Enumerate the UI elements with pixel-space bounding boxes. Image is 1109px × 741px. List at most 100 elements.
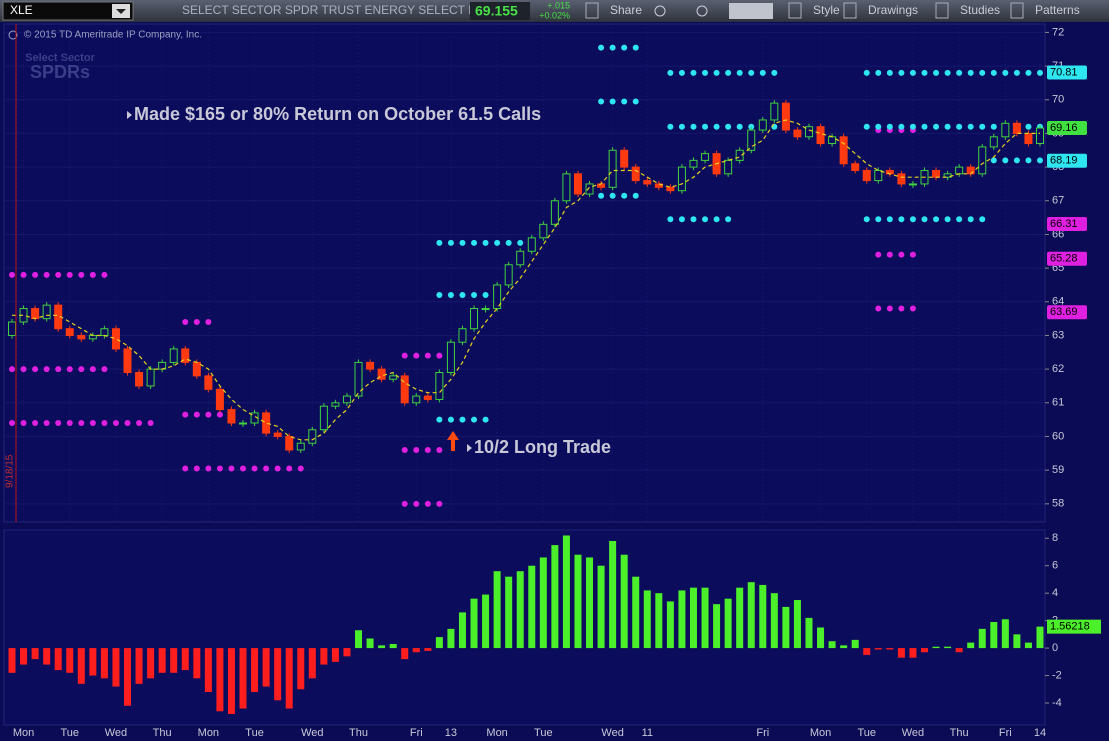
dropdown-arrow bbox=[116, 9, 126, 14]
level-dot bbox=[32, 366, 39, 373]
level-dot bbox=[447, 292, 454, 299]
candle bbox=[42, 304, 51, 320]
y-tick-label: 63 bbox=[1052, 329, 1064, 341]
level-dot bbox=[933, 216, 940, 223]
level-dot bbox=[886, 216, 893, 223]
candle bbox=[227, 409, 236, 424]
histogram-bar bbox=[840, 645, 848, 649]
toolbar-button[interactable] bbox=[1010, 2, 1024, 19]
level-dot bbox=[967, 216, 974, 223]
level-dot bbox=[678, 123, 685, 130]
candle bbox=[285, 435, 294, 451]
level-dot bbox=[898, 251, 905, 258]
candle bbox=[839, 136, 848, 165]
level-dot bbox=[78, 366, 85, 373]
candle bbox=[978, 146, 987, 175]
candle bbox=[319, 405, 328, 431]
level-dot bbox=[43, 271, 50, 278]
level-dot bbox=[909, 123, 916, 130]
candle bbox=[146, 368, 155, 387]
level-dot bbox=[66, 271, 73, 278]
level-dot bbox=[909, 305, 916, 312]
level-dot bbox=[1013, 157, 1020, 164]
level-dot bbox=[251, 465, 258, 472]
last-box bbox=[470, 2, 530, 20]
histogram-bar bbox=[285, 648, 293, 709]
toolbar-button-label: Patterns bbox=[1035, 3, 1080, 17]
histogram-bar bbox=[678, 590, 686, 649]
level-dot bbox=[101, 420, 108, 427]
level-dot bbox=[459, 292, 466, 299]
level-dot bbox=[990, 157, 997, 164]
histogram-bar bbox=[170, 648, 178, 673]
x-tick-label: Mon bbox=[13, 727, 34, 739]
level-dot bbox=[401, 500, 408, 507]
histogram-bar bbox=[643, 590, 651, 649]
price-tag-label: 66.31 bbox=[1050, 218, 1078, 230]
toolbar-button[interactable] bbox=[788, 2, 802, 19]
oscillator-panel: -4-2024681.56218 bbox=[3, 529, 1101, 726]
level-dot bbox=[1002, 69, 1009, 76]
histogram-bar bbox=[1013, 634, 1021, 649]
histogram-bar bbox=[759, 584, 767, 649]
level-dot bbox=[632, 44, 639, 51]
y-tick-label: -2 bbox=[1052, 669, 1062, 681]
level-dot bbox=[436, 292, 443, 299]
level-dot bbox=[967, 69, 974, 76]
x-tick-label: Thu bbox=[950, 727, 969, 739]
toolbar-icon[interactable] bbox=[654, 5, 666, 17]
candle bbox=[966, 166, 975, 175]
level-dot bbox=[863, 216, 870, 223]
histogram-bar bbox=[31, 648, 39, 660]
level-dot bbox=[667, 69, 674, 76]
candle bbox=[273, 432, 282, 437]
histogram-bar bbox=[955, 648, 963, 653]
histogram-bar bbox=[597, 565, 605, 649]
candle bbox=[100, 328, 109, 336]
level-dot bbox=[101, 366, 108, 373]
symbol-box[interactable] bbox=[2, 1, 134, 21]
level-dot bbox=[632, 98, 639, 105]
histogram-bar bbox=[424, 648, 432, 651]
candle bbox=[516, 250, 525, 266]
candle bbox=[481, 308, 490, 311]
histogram-bar bbox=[632, 576, 640, 649]
level-dot bbox=[66, 366, 73, 373]
level-dot bbox=[1025, 157, 1032, 164]
candle bbox=[458, 328, 467, 343]
level-dot bbox=[898, 123, 905, 130]
level-dot bbox=[632, 192, 639, 199]
candle bbox=[354, 361, 363, 397]
level-dot bbox=[886, 305, 893, 312]
annotation-pointer bbox=[127, 111, 132, 119]
toolbar-button-label: Style bbox=[813, 3, 840, 17]
candle bbox=[701, 153, 710, 161]
level-dot bbox=[436, 500, 443, 507]
toolbar-button[interactable] bbox=[843, 2, 857, 19]
candle bbox=[989, 136, 998, 148]
level-dot bbox=[933, 69, 940, 76]
level-dot bbox=[424, 446, 431, 453]
toolbar-icon[interactable] bbox=[729, 3, 773, 19]
toolbar-button-label: Studies bbox=[960, 3, 1000, 17]
histogram-bar bbox=[458, 612, 466, 649]
level-dot bbox=[609, 98, 616, 105]
histogram-bar bbox=[655, 593, 663, 649]
level-dot bbox=[182, 318, 189, 325]
level-dot bbox=[863, 123, 870, 130]
histogram-bar bbox=[135, 648, 143, 684]
toolbar-icon[interactable] bbox=[696, 5, 708, 17]
level-dot bbox=[401, 352, 408, 359]
histogram-bar bbox=[609, 540, 617, 649]
toolbar-button[interactable] bbox=[585, 2, 599, 19]
level-dot bbox=[1025, 123, 1032, 130]
level-dot bbox=[875, 69, 882, 76]
histogram-bar bbox=[112, 648, 120, 687]
candle bbox=[262, 412, 271, 434]
level-dot bbox=[228, 465, 235, 472]
histogram-bar bbox=[770, 593, 778, 649]
x-tick-label: Wed bbox=[601, 727, 623, 739]
toolbar-button[interactable] bbox=[935, 2, 949, 19]
level-dot bbox=[32, 271, 39, 278]
level-dot bbox=[713, 216, 720, 223]
